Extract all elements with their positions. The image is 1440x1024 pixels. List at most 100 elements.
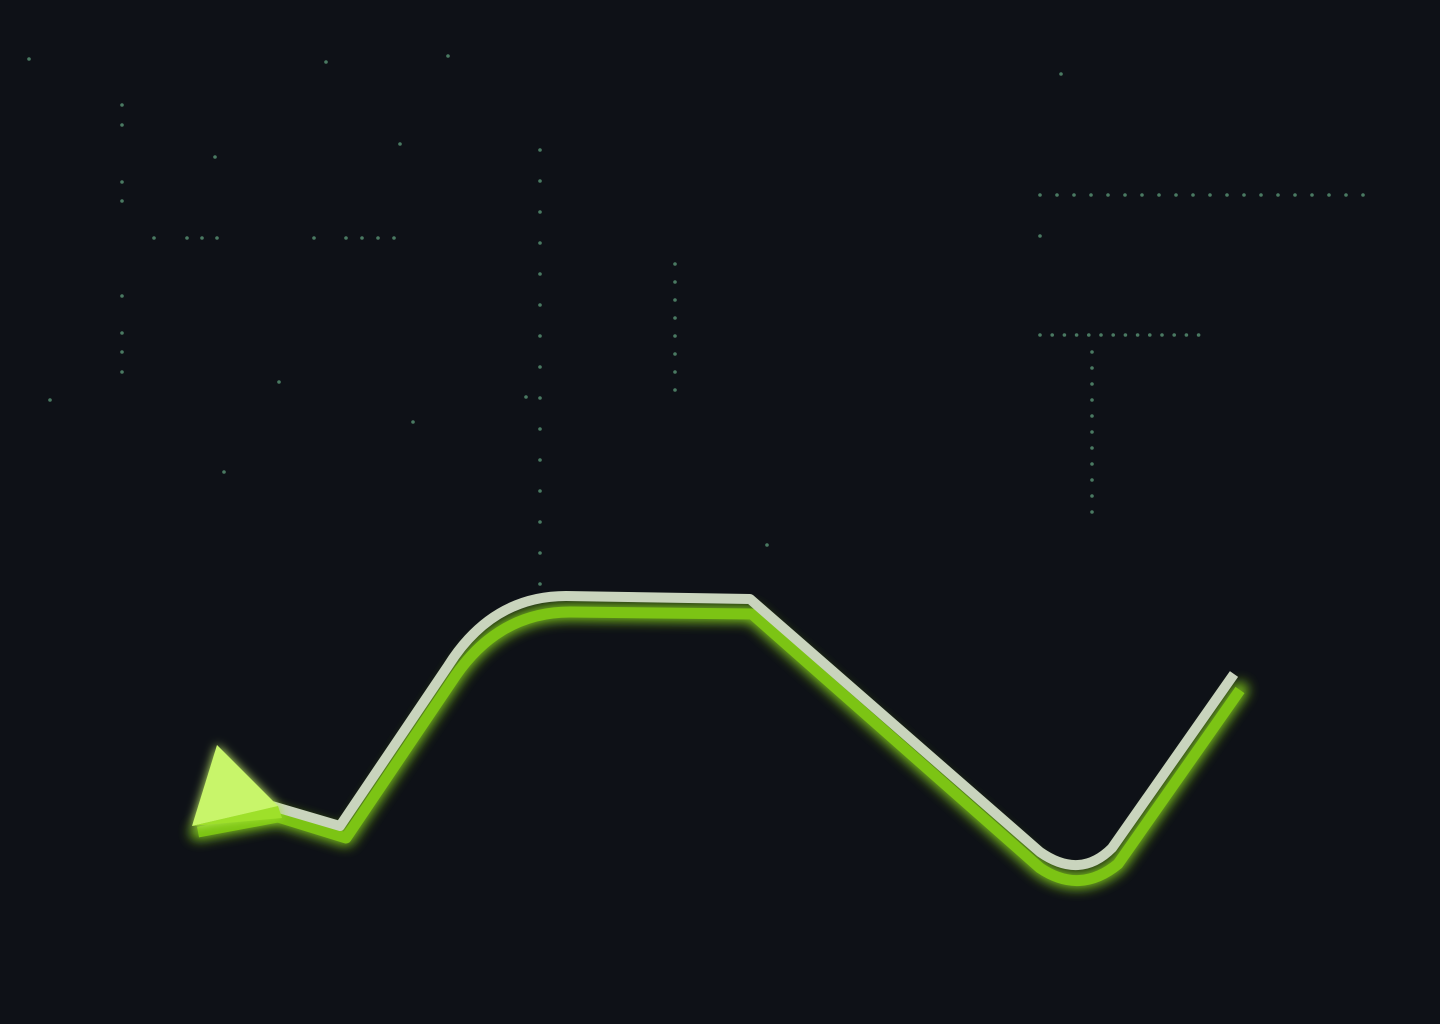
dot xyxy=(1090,446,1094,450)
dot xyxy=(1090,478,1094,482)
dot xyxy=(673,334,677,338)
dot xyxy=(398,142,402,146)
dot xyxy=(1196,333,1201,337)
dot xyxy=(538,303,542,307)
dot xyxy=(1172,333,1176,337)
dot xyxy=(1135,333,1140,337)
dot xyxy=(1276,193,1280,197)
dot xyxy=(1062,333,1067,337)
dot xyxy=(673,262,677,266)
dot xyxy=(538,489,542,493)
dot xyxy=(765,543,769,547)
dot xyxy=(1106,193,1110,197)
dot xyxy=(376,236,380,240)
dot xyxy=(538,241,542,245)
dot xyxy=(673,388,677,392)
dot xyxy=(1074,333,1079,337)
dot xyxy=(1090,382,1094,386)
dot xyxy=(1038,333,1042,337)
dot xyxy=(312,236,316,240)
neon-line-core xyxy=(270,591,1239,870)
dot xyxy=(538,520,542,524)
dot xyxy=(1059,72,1063,76)
dot xyxy=(1087,333,1091,337)
dot xyxy=(673,352,677,356)
dot xyxy=(1160,333,1164,337)
dot xyxy=(538,365,542,369)
neon-line-green xyxy=(196,606,1245,886)
dot xyxy=(120,103,124,107)
dot xyxy=(1090,510,1094,514)
dot xyxy=(1123,333,1128,337)
dot xyxy=(120,123,124,127)
dot xyxy=(538,210,542,214)
dot xyxy=(673,370,677,374)
dot xyxy=(1293,193,1297,197)
dot xyxy=(1090,494,1094,498)
dot xyxy=(1038,234,1042,238)
dot xyxy=(324,60,328,64)
dot xyxy=(185,236,189,240)
dot xyxy=(1310,193,1314,197)
dot xyxy=(120,294,124,298)
dot xyxy=(1327,193,1331,197)
dot xyxy=(48,398,52,402)
dot xyxy=(538,396,542,400)
dot xyxy=(1038,193,1042,197)
dot xyxy=(1123,193,1127,197)
dot xyxy=(1090,462,1094,466)
dot xyxy=(1191,193,1195,197)
dot xyxy=(392,236,396,240)
dot xyxy=(538,458,542,462)
dot xyxy=(524,395,528,399)
dot xyxy=(1090,414,1094,418)
dot xyxy=(120,350,124,354)
dot xyxy=(222,470,226,474)
dot xyxy=(1111,333,1115,337)
dot xyxy=(120,331,124,335)
dotted-circuit-pattern xyxy=(27,54,1365,617)
dot xyxy=(1225,193,1229,197)
dot xyxy=(1184,333,1189,337)
dot xyxy=(200,236,204,240)
dot xyxy=(1089,193,1093,197)
dot xyxy=(1140,193,1144,197)
dot xyxy=(1344,193,1348,197)
dot xyxy=(673,298,677,302)
dot xyxy=(120,180,124,184)
dot xyxy=(673,280,677,284)
dot xyxy=(344,236,348,240)
dot xyxy=(673,316,677,320)
dot xyxy=(1242,193,1246,197)
dot xyxy=(152,236,156,240)
dot xyxy=(1157,193,1161,197)
dot xyxy=(538,272,542,276)
dot xyxy=(538,427,542,431)
dot xyxy=(1361,193,1365,197)
dot xyxy=(1072,193,1076,197)
dot xyxy=(120,370,124,374)
dot xyxy=(1090,398,1094,402)
dot xyxy=(27,57,31,61)
dot xyxy=(1208,193,1212,197)
dot xyxy=(1259,193,1263,197)
dot xyxy=(1055,193,1059,197)
dot xyxy=(1174,193,1178,197)
dot xyxy=(1099,333,1103,337)
dot xyxy=(538,334,542,338)
dot xyxy=(411,420,415,424)
dot xyxy=(1050,333,1054,337)
dot xyxy=(538,179,542,183)
dot xyxy=(446,54,450,58)
dot xyxy=(538,148,542,152)
dot xyxy=(360,236,364,240)
dot xyxy=(1090,350,1094,354)
dot xyxy=(538,551,542,555)
dot xyxy=(538,582,542,586)
dot xyxy=(1148,333,1152,337)
dot xyxy=(1090,430,1094,434)
dot xyxy=(215,236,219,240)
arrowhead-icon xyxy=(192,745,282,826)
